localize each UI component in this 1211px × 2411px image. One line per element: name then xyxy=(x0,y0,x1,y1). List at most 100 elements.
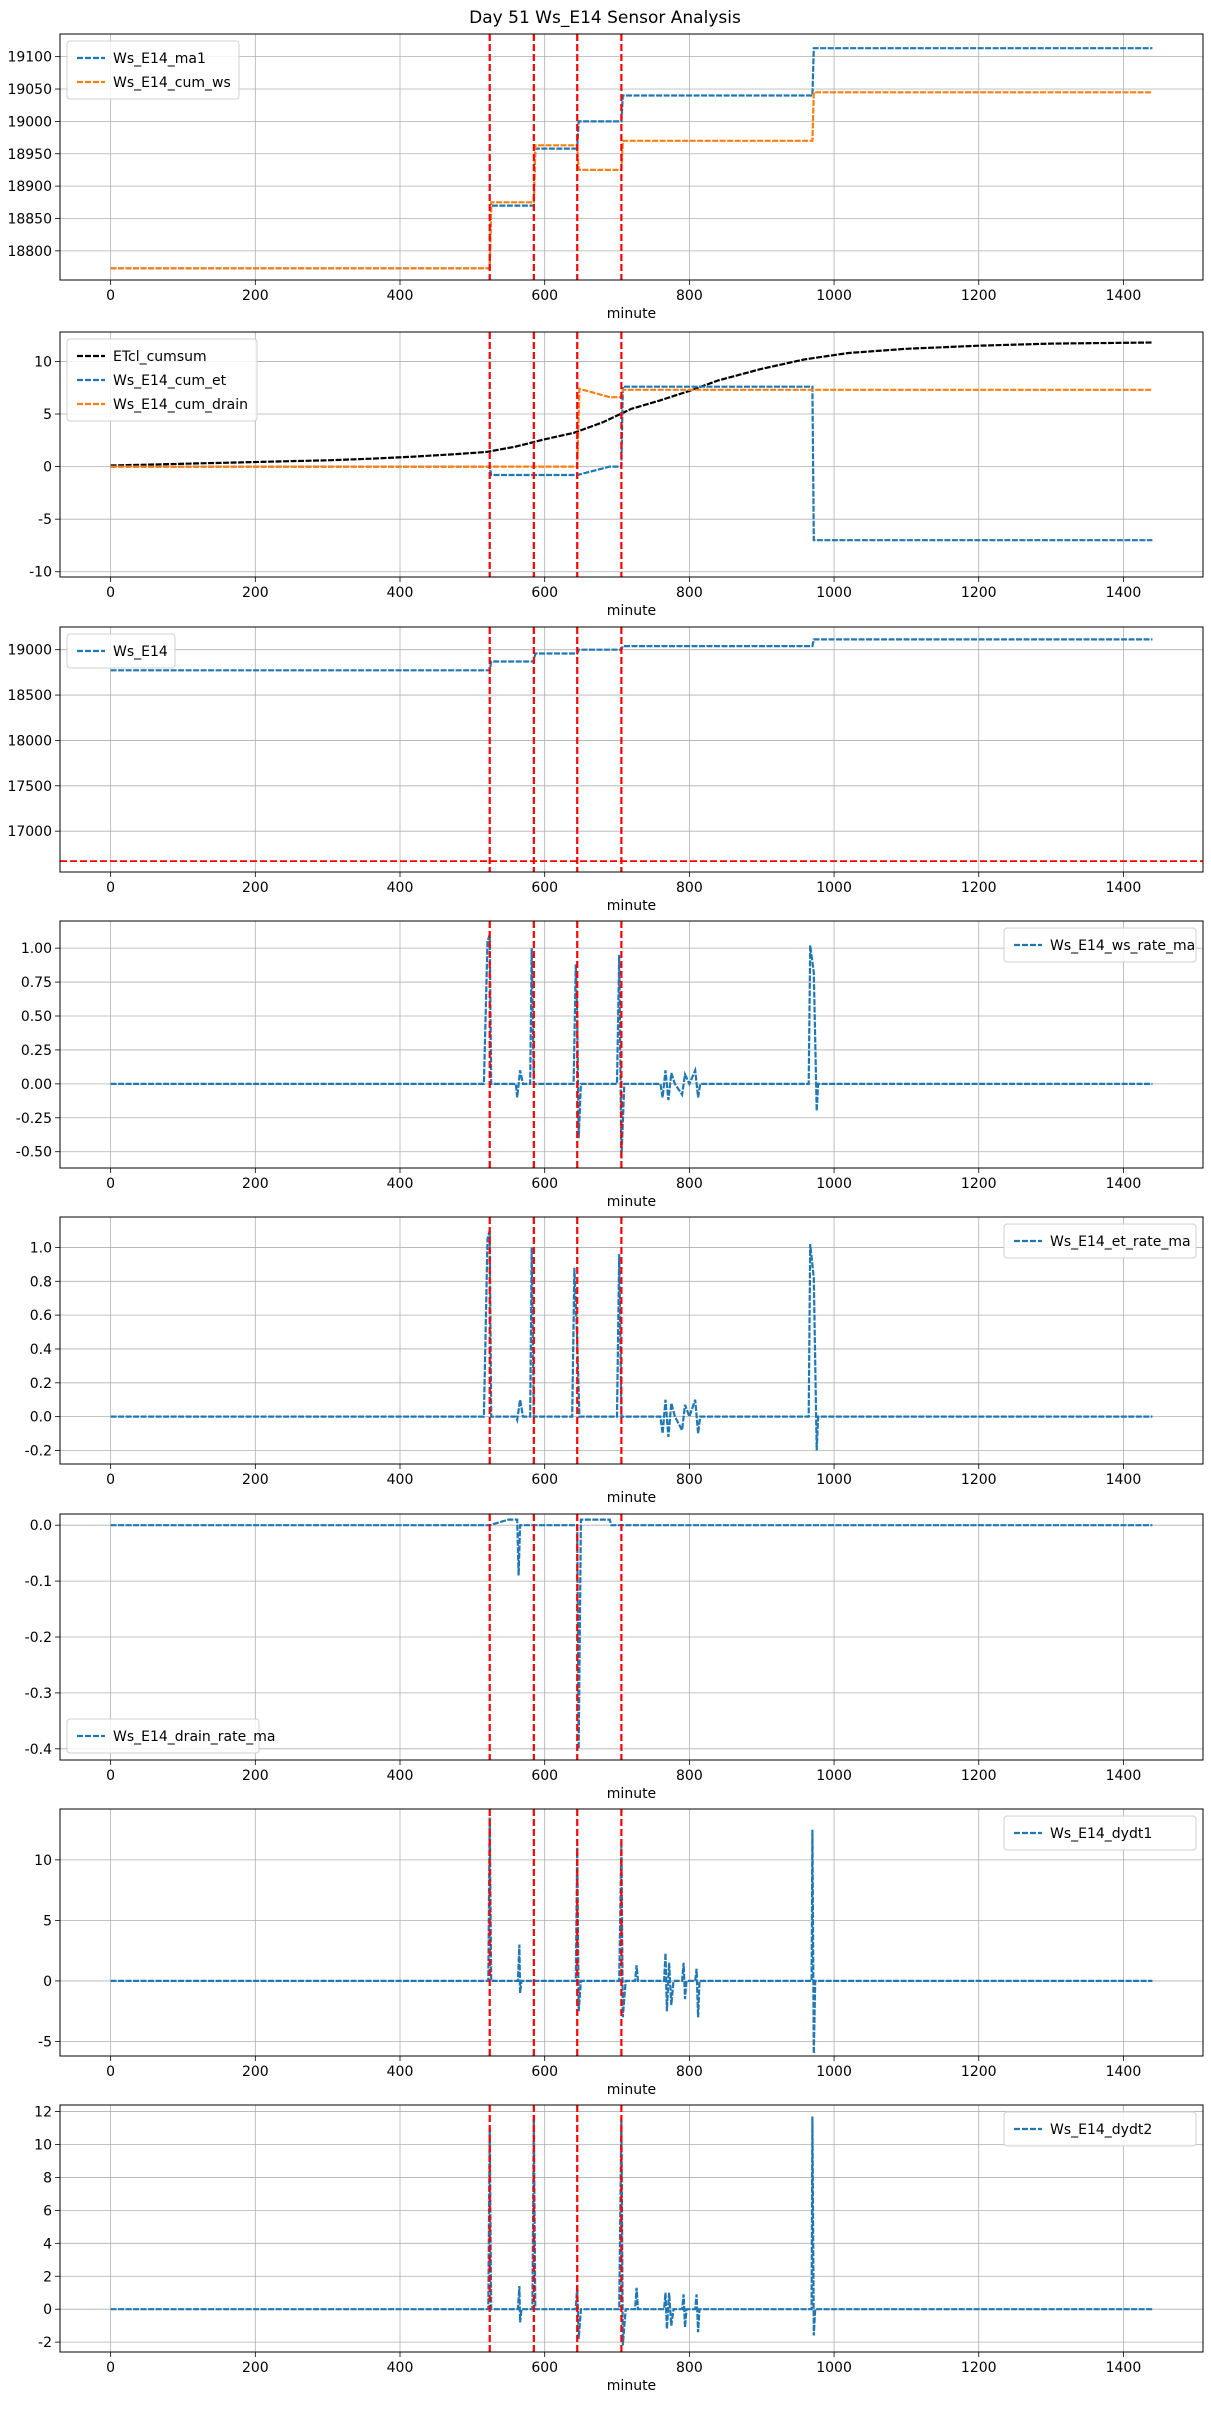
subplot-2: 0 200 400 600 800 1000 1200 1400 -10 -5 0 5 10 minute… xyxy=(29,331,1204,619)
x-axis-label: minute xyxy=(607,2378,656,2394)
y-tick-label: -0.25 xyxy=(16,1111,52,1127)
x-axis-label: minute xyxy=(607,306,656,322)
legend-label: Ws_E14_et_rate_ma xyxy=(1050,1234,1191,1250)
y-tick-label: 0.25 xyxy=(21,1043,52,1059)
y-tick-label: 19000 xyxy=(7,643,52,659)
y-tick-label: -5 xyxy=(38,512,52,528)
legend: Ws_E14_et_rate_ma xyxy=(1003,1223,1197,1259)
x-tick-label: 1400 xyxy=(1106,1472,1142,1488)
y-tick-label: 18800 xyxy=(7,244,52,260)
x-tick-label: 0 xyxy=(106,288,115,304)
legend-box xyxy=(1003,927,1197,963)
y-tick-label: -0.3 xyxy=(25,1686,52,1702)
y-tick-label: 6 xyxy=(43,2203,52,2219)
x-tick-label: 1400 xyxy=(1106,2360,1142,2376)
y-tick-label: 10 xyxy=(34,354,52,370)
x-tick-label: 1400 xyxy=(1106,288,1142,304)
y-tick-label: -0.50 xyxy=(16,1145,52,1161)
legend-box xyxy=(66,338,258,422)
legend-label: Ws_E14_cum_et xyxy=(113,373,227,389)
subplot-4: 0 200 400 600 800 1000 1200 1400 -0.50 -0.25 0.00 0… xyxy=(16,920,1204,1210)
y-tick-label: 0 xyxy=(43,460,52,476)
plot-frame xyxy=(59,1513,1204,1761)
y-tick-label: 18950 xyxy=(7,147,52,163)
x-axis-label: minute xyxy=(607,1194,656,1210)
plot-frame xyxy=(59,626,1204,873)
x-tick-label: 0 xyxy=(106,2360,115,2376)
y-tick-label: 0.0 xyxy=(30,1518,52,1534)
series-line-Ws_E14_cum_drain xyxy=(110,387,1153,468)
series-line-Ws_E14_dydt1 xyxy=(110,1817,1153,2054)
x-tick-label: 0 xyxy=(106,1472,115,1488)
x-tick-label: 0 xyxy=(106,1176,115,1192)
series-line-Ws_E14_dydt2 xyxy=(110,2114,1153,2346)
legend-box xyxy=(1003,1223,1197,1259)
x-tick-label: 200 xyxy=(242,2360,269,2376)
subplot-8: 0 200 400 600 800 1000 1200 1400 -2 0 2 4 6 8 10 12 minu… xyxy=(34,2104,1204,2394)
y-tick-label: 0.0 xyxy=(30,1410,52,1426)
legend-label: Ws_E14_drain_rate_ma xyxy=(113,1729,275,1745)
x-tick-label: 1000 xyxy=(816,2064,852,2080)
x-tick-label: 1200 xyxy=(961,1176,997,1192)
legend-box xyxy=(66,40,240,100)
legend-label: Ws_E14_ma1 xyxy=(113,51,206,67)
legend: Ws_E14 xyxy=(66,633,176,669)
y-tick-label: -0.4 xyxy=(25,1742,52,1758)
legend-box xyxy=(1003,1815,1197,1851)
subplot-3: 0 200 400 600 800 1000 1200 1400 17000 17500 18000… xyxy=(7,626,1204,914)
legend: Ws_E14_dydt2 xyxy=(1003,2111,1197,2147)
x-tick-label: 600 xyxy=(531,880,558,896)
y-tick-label: 0 xyxy=(43,1974,52,1990)
y-tick-label: 18900 xyxy=(7,179,52,195)
x-tick-label: 800 xyxy=(676,880,703,896)
y-tick-label: 4 xyxy=(43,2236,52,2252)
y-tick-label: 0.6 xyxy=(30,1308,52,1324)
x-tick-label: 600 xyxy=(531,1176,558,1192)
x-tick-label: 600 xyxy=(531,1768,558,1784)
x-axis-label: minute xyxy=(607,1490,656,1506)
y-tick-label: 19100 xyxy=(7,50,52,66)
legend: Ws_E14_dydt1 xyxy=(1003,1815,1197,1851)
legend-label: Ws_E14 xyxy=(113,644,168,660)
y-tick-label: 0.75 xyxy=(21,975,52,991)
legend-box xyxy=(1003,2111,1197,2147)
x-tick-label: 800 xyxy=(676,288,703,304)
legend-box xyxy=(66,1718,260,1754)
y-tick-label: 10 xyxy=(34,1853,52,1869)
y-tick-label: 5 xyxy=(43,407,52,423)
x-tick-label: 1000 xyxy=(816,1472,852,1488)
x-tick-label: 400 xyxy=(387,2360,414,2376)
series-line-Ws_E14_et_rate_ma xyxy=(110,1230,1153,1451)
x-tick-label: 1200 xyxy=(961,880,997,896)
series-line-Ws_E14_drain_rate_ma xyxy=(110,1518,1153,1749)
y-tick-label: 18000 xyxy=(7,733,52,749)
y-tick-label: 1.00 xyxy=(21,941,52,957)
x-tick-label: 0 xyxy=(106,2064,115,2080)
x-tick-label: 1400 xyxy=(1106,880,1142,896)
y-tick-label: 19000 xyxy=(7,114,52,130)
x-tick-label: 1200 xyxy=(961,1472,997,1488)
x-axis-label: minute xyxy=(607,1786,656,1802)
x-tick-label: 600 xyxy=(531,585,558,601)
x-tick-label: 600 xyxy=(531,2360,558,2376)
x-tick-label: 800 xyxy=(676,1472,703,1488)
x-tick-label: 1000 xyxy=(816,288,852,304)
x-tick-label: 200 xyxy=(242,1176,269,1192)
y-tick-label: 0.4 xyxy=(30,1342,52,1358)
plot-frame xyxy=(59,33,1204,281)
plot-frame xyxy=(59,1808,1204,2057)
x-tick-label: 1000 xyxy=(816,585,852,601)
y-tick-label: 5 xyxy=(43,1913,52,1929)
x-tick-label: 1200 xyxy=(961,2360,997,2376)
x-tick-label: 200 xyxy=(242,585,269,601)
plot-frame xyxy=(59,2104,1204,2353)
x-tick-label: 400 xyxy=(387,1768,414,1784)
x-tick-label: 200 xyxy=(242,1472,269,1488)
y-tick-label: 0 xyxy=(43,2302,52,2318)
y-tick-label: 12 xyxy=(34,2105,52,2121)
legend: ETcl_cumsum Ws_E14_cum_et Ws_E14_cum_drain xyxy=(66,338,258,422)
series-line-Ws_E14_ma1 xyxy=(110,47,1153,270)
legend-label: Ws_E14_cum_drain xyxy=(113,397,248,413)
x-tick-label: 800 xyxy=(676,1176,703,1192)
series-line-ETcl_cumsum xyxy=(110,341,1153,467)
